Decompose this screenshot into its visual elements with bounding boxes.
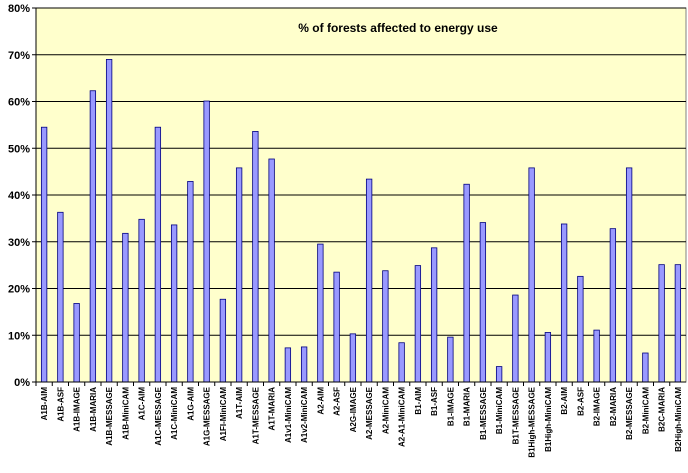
x-tick-label: A2-AIM — [316, 387, 325, 415]
bar-b2-image — [593, 329, 600, 383]
y-tick-label: 70% — [8, 50, 30, 62]
chart-title: % of forests affected to energy use — [298, 21, 498, 35]
y-tick-label: 0% — [14, 377, 30, 389]
bar-a1t-aim — [235, 167, 243, 383]
y-tick-label: 10% — [8, 330, 30, 342]
x-tick-label: B1-MARIA — [463, 387, 472, 426]
bar-a1b-aim — [40, 126, 48, 383]
bar-a1t-maria — [268, 158, 275, 383]
x-tick-label: A1v2-MiniCAM — [300, 387, 309, 443]
x-tick-label: A1G-MESSAGE — [203, 386, 212, 446]
x-tick-label: B1-IMAGE — [446, 386, 455, 426]
bar-b2-minicam — [642, 352, 649, 383]
x-tick-label: A2-A1-MiniCAM — [398, 387, 407, 447]
x-tick-label: B1High-MiniCAM — [544, 387, 553, 452]
bar-b2-asf — [577, 275, 584, 383]
y-tick-label: 20% — [8, 284, 30, 296]
bar-a2-minicam — [382, 270, 389, 383]
x-tick-label: A1v1-MiniCAM — [284, 387, 293, 443]
x-tick-label: B2High-MiniCAM — [674, 387, 683, 452]
bar-b1high-minicam — [544, 332, 552, 383]
bar-b1-aim — [414, 265, 422, 383]
bar-a1b-message — [105, 59, 113, 383]
x-tick-label: A2-MESSAGE — [365, 386, 374, 440]
bar-a1g-message — [203, 100, 210, 383]
x-tick-label: A1B-ASF — [56, 387, 65, 422]
bar-a1c-aim — [138, 218, 145, 383]
x-tick-label: B1-MESSAGE — [479, 386, 488, 440]
x-tick-label: A1B-MiniCAM — [121, 387, 130, 440]
x-tick-label: B1-ASF — [430, 387, 439, 416]
y-tick-label: 40% — [8, 190, 30, 202]
x-tick-label: B1-MiniCAM — [495, 387, 504, 434]
x-tick-label: B2C-MARIA — [658, 387, 667, 432]
bar-b1-asf — [430, 247, 438, 383]
bars — [40, 59, 682, 383]
bar-a2-asf — [333, 271, 340, 383]
x-tick-label: A1C-MiniCAM — [170, 387, 179, 440]
x-tick-label: A1B-MARIA — [89, 387, 98, 432]
x-tick-label: A2-MiniCAM — [381, 387, 390, 434]
bar-b2c-maria — [658, 264, 665, 383]
bar-b1t-message — [512, 294, 519, 383]
bar-a1b-maria — [89, 90, 97, 383]
x-tick-label: B2-MiniCAM — [641, 387, 650, 434]
x-tick-label: A2G-IMAGE — [349, 386, 358, 432]
bar-b1-maria — [463, 183, 470, 383]
bar-b2-aim — [560, 223, 568, 383]
x-tick-label: A1C-MESSAGE — [154, 386, 163, 445]
x-tick-label: B2-MESSAGE — [625, 386, 634, 440]
bar-a1t-message — [252, 131, 259, 383]
bar-a1v1-minicam — [284, 347, 292, 383]
y-tick-label: 50% — [8, 143, 30, 155]
x-tick-label: B1-AIM — [414, 387, 423, 415]
x-tick-label: A1B-MESSAGE — [105, 386, 114, 445]
x-tick-label: B1High-MESSAGE — [528, 386, 537, 457]
bar-a2-aim — [317, 243, 324, 383]
bar-a1fi-minicam — [219, 298, 227, 383]
bar-a2-a1-minicam — [398, 342, 405, 383]
x-tick-label: A2-ASF — [333, 387, 342, 416]
x-tick-label: B2-AIM — [560, 387, 569, 415]
bar-a1c-message — [154, 126, 162, 383]
x-tick-label: A1C-AIM — [138, 387, 147, 421]
y-tick-label: 80% — [8, 3, 30, 15]
x-axis-ticks: A1B-AIM A1B-ASF A1B-IMAGE A1B-MARIA A1B-MESS… — [35, 382, 683, 458]
bar-a2g-image — [349, 333, 357, 383]
x-tick-label: A1FI-MiniCAM — [219, 387, 228, 442]
x-tick-label: B2-IMAGE — [593, 386, 602, 426]
x-tick-label: B1T-MESSAGE — [511, 386, 520, 444]
x-tick-label: B2-ASF — [576, 387, 585, 416]
bar-a1b-image — [73, 303, 80, 383]
x-tick-label: A1T-AIM — [235, 387, 244, 419]
y-tick-label: 30% — [8, 237, 30, 249]
bar-a1b-minicam — [122, 232, 129, 383]
bar-b1-minicam — [495, 366, 503, 383]
bar-b2high-minicam — [674, 264, 682, 383]
bar-a2-message — [365, 178, 373, 383]
x-tick-label: B2-MARIA — [609, 387, 618, 426]
bar-a1b-asf — [57, 211, 64, 383]
bar-b2-message — [625, 167, 633, 383]
bar-b1-message — [479, 222, 487, 383]
bar-a1v2-minicam — [300, 346, 308, 383]
bar-a1g-aim — [187, 181, 194, 383]
x-tick-label: A1T-MESSAGE — [251, 386, 260, 444]
bar-b1high-message — [528, 167, 535, 383]
x-tick-label: A1T-MARIA — [268, 387, 277, 431]
bar-a1c-minicam — [170, 224, 178, 383]
bar-b2-maria — [609, 228, 617, 383]
x-tick-label: A1B-IMAGE — [73, 386, 82, 432]
y-axis-ticks: 0% 10% 20% 30% 40% 50% 60% 70% 80% — [8, 3, 36, 389]
bar-b1-image — [447, 336, 454, 383]
x-tick-label: A1B-AIM — [40, 387, 49, 421]
y-tick-label: 60% — [8, 97, 30, 109]
x-tick-label: A1G-AIM — [186, 387, 195, 421]
